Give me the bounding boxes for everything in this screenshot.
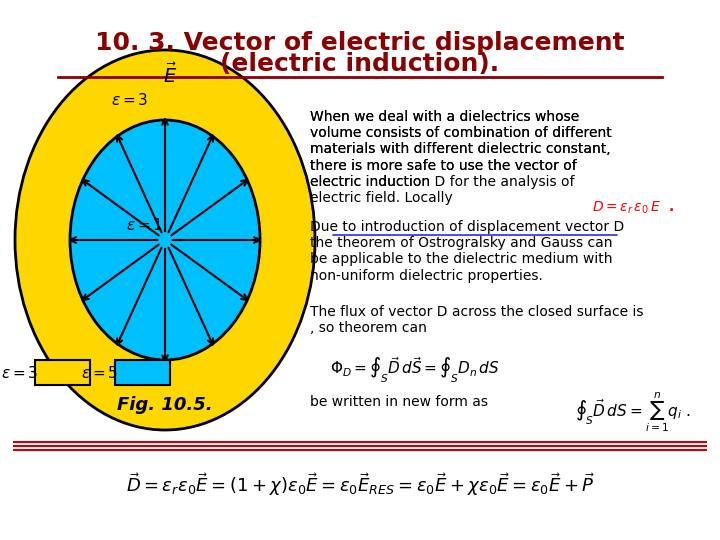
Text: $\varepsilon=1$: $\varepsilon=1$ <box>127 217 163 233</box>
Text: 10. 3. Vector of electric displacement: 10. 3. Vector of electric displacement <box>95 31 625 55</box>
Ellipse shape <box>15 50 315 430</box>
Text: $\oint_S \vec{D}\,dS = \sum_{i=1}^{n} q_i\;.$: $\oint_S \vec{D}\,dS = \sum_{i=1}^{n} q_… <box>575 391 690 434</box>
Text: The flux of vector D across the closed surface is
, so theorem can: The flux of vector D across the closed s… <box>310 305 644 335</box>
FancyBboxPatch shape <box>35 360 90 385</box>
Text: Due to introduction of displacement vector D
the theorem of Ostrogralsky and Gau: Due to introduction of displacement vect… <box>310 220 624 282</box>
Text: Fig. 10.5.: Fig. 10.5. <box>117 396 213 414</box>
Text: (electric induction).: (electric induction). <box>220 52 500 76</box>
Ellipse shape <box>70 120 260 360</box>
Text: be written in new form as: be written in new form as <box>310 395 488 409</box>
Text: $\vec{E}$: $\vec{E}$ <box>163 63 177 87</box>
Text: $\vec{D} = \varepsilon_r\varepsilon_0 \vec{E} = (1+\chi)\varepsilon_0 \vec{E} = : $\vec{D} = \varepsilon_r\varepsilon_0 \v… <box>125 471 595 498</box>
Text: $\Phi_D = \oint_S \vec{D}\,d\vec{S} = \oint_S D_n\,dS$: $\Phi_D = \oint_S \vec{D}\,d\vec{S} = \o… <box>330 355 500 384</box>
FancyBboxPatch shape <box>115 360 170 385</box>
Text: $\varepsilon = 5$: $\varepsilon = 5$ <box>81 365 119 381</box>
Text: When we deal with a dielectrics whose
volume consists of combination of differen: When we deal with a dielectrics whose vo… <box>310 110 612 205</box>
Text: $\varepsilon = 3$: $\varepsilon = 3$ <box>1 365 39 381</box>
Text: $\varepsilon$$=3$: $\varepsilon$$=3$ <box>112 92 149 108</box>
Text: $D = \varepsilon_r\, \varepsilon_0\, E$  .: $D = \varepsilon_r\, \varepsilon_0\, E$ … <box>592 200 675 217</box>
Text: When we deal with a dielectrics whose
volume consists of combination of differen: When we deal with a dielectrics whose vo… <box>310 110 612 189</box>
